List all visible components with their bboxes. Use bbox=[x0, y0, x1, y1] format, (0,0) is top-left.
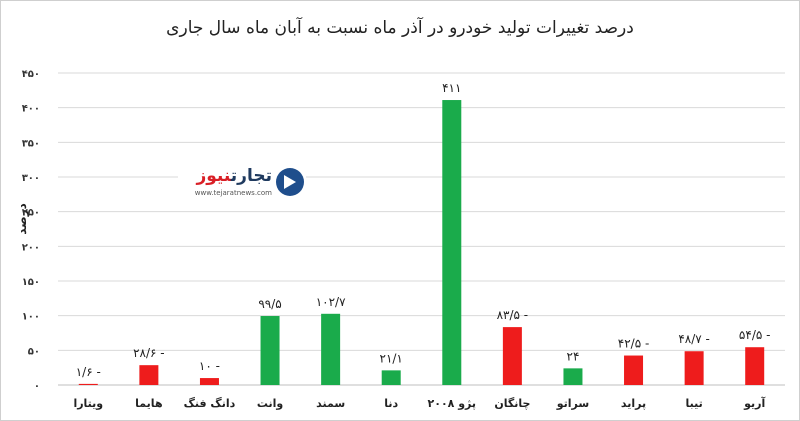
bar bbox=[381, 370, 401, 385]
bar bbox=[199, 378, 219, 385]
y-tick-label: ۵۰ bbox=[28, 346, 40, 357]
data-label: ۲۱/۱ bbox=[380, 351, 403, 365]
watermark-logo: تجارتنیوز www.tejaratnews.com bbox=[178, 162, 306, 206]
y-tick-labels: ۰ ۵۰ ۱۰۰ ۱۵۰ ۲۰۰ ۲۵۰ ۳۰۰ ۳۵۰ ۴۰۰ ۴۵۰ bbox=[22, 69, 40, 392]
x-tick-label: تیبا bbox=[686, 397, 703, 410]
bars bbox=[78, 100, 765, 385]
y-tick-label: ۱۰۰ bbox=[22, 312, 40, 323]
data-label: - ۵۴/۵ bbox=[739, 328, 771, 342]
x-tick-label: ویتارا bbox=[73, 397, 103, 410]
y-tick-label: ۰ bbox=[34, 381, 40, 392]
x-tick-label: پژو ۲۰۰۸ bbox=[428, 397, 477, 410]
data-label: - ۱/۶ bbox=[76, 365, 101, 379]
y-tick-label: ۳۰۰ bbox=[22, 173, 40, 184]
bar bbox=[745, 347, 765, 385]
x-tick-label: سراتو bbox=[556, 397, 589, 410]
watermark-url: www.tejaratnews.com bbox=[194, 189, 272, 197]
data-label: ۱۰۲/۷ bbox=[316, 295, 346, 309]
x-tick-label: دنا bbox=[384, 397, 398, 410]
x-tick-label: پراید bbox=[621, 397, 646, 410]
x-tick-label: هایما bbox=[135, 397, 162, 410]
data-label: - ۲۸/۶ bbox=[133, 346, 165, 360]
bar bbox=[139, 365, 159, 385]
x-tick-labels: ویتارا هایما دانگ فنگ وانت سمند دنا پژو ۲۰۰۸ چا… bbox=[73, 396, 765, 410]
bar bbox=[78, 383, 98, 385]
arrow-circle-icon bbox=[276, 168, 304, 196]
bar bbox=[321, 313, 341, 385]
bar bbox=[563, 368, 583, 385]
x-tick-label: وانت bbox=[257, 397, 284, 410]
y-tick-label: ۲۵۰ bbox=[22, 208, 40, 219]
bar bbox=[624, 355, 644, 385]
watermark-name: تجارتنیوز bbox=[196, 166, 272, 186]
data-label: - ۴۸/۷ bbox=[678, 332, 710, 346]
x-tick-label: چانگان bbox=[494, 397, 530, 410]
data-label: ۲۴ bbox=[567, 349, 580, 363]
y-tick-label: ۴۵۰ bbox=[22, 69, 40, 80]
watermark-name-part2: نیوز bbox=[196, 166, 231, 186]
y-tick-label: ۱۵۰ bbox=[22, 277, 40, 288]
data-label: ۴۱۱ bbox=[442, 81, 461, 95]
data-label: - ۴۲/۵ bbox=[618, 337, 650, 351]
grid-lines bbox=[58, 72, 785, 386]
bar bbox=[442, 100, 462, 385]
x-tick-label: آریو bbox=[743, 396, 765, 410]
data-label: ۹۹/۵ bbox=[258, 297, 281, 311]
y-tick-label: ۴۰۰ bbox=[22, 104, 40, 115]
x-tick-label: سمند bbox=[316, 397, 345, 410]
data-label: - ۸۳/۵ bbox=[497, 308, 529, 322]
chart-title: درصد تغییرات تولید خودرو در آذر ماه نسبت… bbox=[166, 18, 634, 38]
data-label: - ۱۰ bbox=[199, 359, 220, 373]
data-labels: - ۱/۶ - ۲۸/۶ - ۱۰ ۹۹/۵ ۱۰۲/۷ ۲۱/۱ ۴۱۱ - ۸۳/۵ ۲۴ -… bbox=[76, 81, 771, 379]
y-tick-label: ۲۰۰ bbox=[22, 242, 40, 253]
bar bbox=[260, 316, 280, 385]
x-tick-label: دانگ فنگ bbox=[184, 396, 236, 410]
watermark-name-part1: تجارت bbox=[230, 166, 272, 186]
bar bbox=[502, 327, 522, 385]
bar bbox=[684, 351, 704, 385]
y-tick-label: ۳۵۰ bbox=[22, 138, 40, 149]
